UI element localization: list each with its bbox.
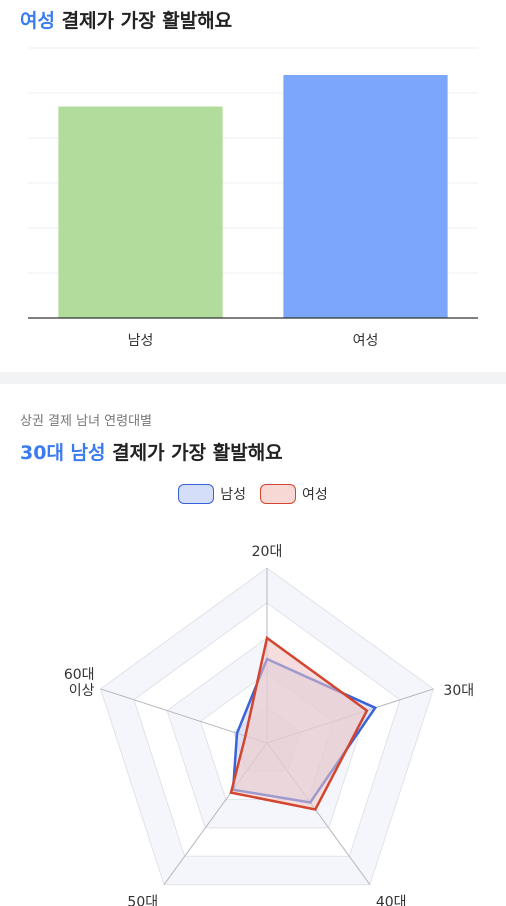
bar-female[interactable] bbox=[283, 75, 448, 318]
gender-payment-section: 여성 결제가 가장 활발해요 남성 여성 bbox=[0, 0, 506, 372]
radar-legend: 남성 여성 bbox=[0, 484, 506, 504]
radar-series-female[interactable] bbox=[229, 635, 369, 811]
legend-item-female[interactable]: 여성 bbox=[260, 484, 328, 504]
gender-chart-title-accent: 여성 bbox=[20, 10, 55, 32]
radar-axis-label: 60대 이상 bbox=[64, 667, 95, 699]
legend-label-female: 여성 bbox=[302, 487, 328, 503]
radar-axis-label: 40대 bbox=[376, 895, 407, 906]
legend-swatch-male bbox=[178, 484, 215, 504]
section-divider bbox=[0, 372, 506, 384]
gender-chart-title-rest: 결제가 가장 활발해요 bbox=[54, 10, 233, 32]
legend-label-male: 남성 bbox=[220, 487, 246, 503]
radar-axis-label: 30대 bbox=[443, 683, 474, 699]
age-chart-title: 30대 남성 결제가 가장 활발해요 bbox=[20, 438, 283, 465]
radar-axis-label: 20대 bbox=[252, 544, 283, 560]
bar-x-label: 남성 bbox=[128, 333, 154, 349]
gender-bar-chart: 남성 여성 bbox=[28, 47, 478, 349]
age-radar-chart: 20대 30대 40대 50대 60대 이상 bbox=[64, 544, 474, 906]
age-chart-title-rest: 결제가 가장 활발해요 bbox=[105, 442, 283, 464]
age-chart-title-accent: 30대 남성 bbox=[20, 442, 106, 464]
gender-chart-title: 여성 결제가 가장 활발해요 bbox=[20, 6, 232, 33]
legend-swatch-female bbox=[260, 484, 296, 504]
radar-axis-label: 50대 bbox=[127, 895, 158, 906]
bar-male[interactable] bbox=[58, 106, 223, 319]
age-gender-payment-section: 상권 결제 남녀 연령대별 30대 남성 결제가 가장 활발해요 남성 여성 2… bbox=[0, 384, 506, 906]
legend-item-male[interactable]: 남성 bbox=[178, 484, 246, 504]
bar-x-label: 여성 bbox=[353, 333, 379, 349]
age-chart-subtitle: 상권 결제 남녀 연령대별 bbox=[20, 414, 152, 429]
